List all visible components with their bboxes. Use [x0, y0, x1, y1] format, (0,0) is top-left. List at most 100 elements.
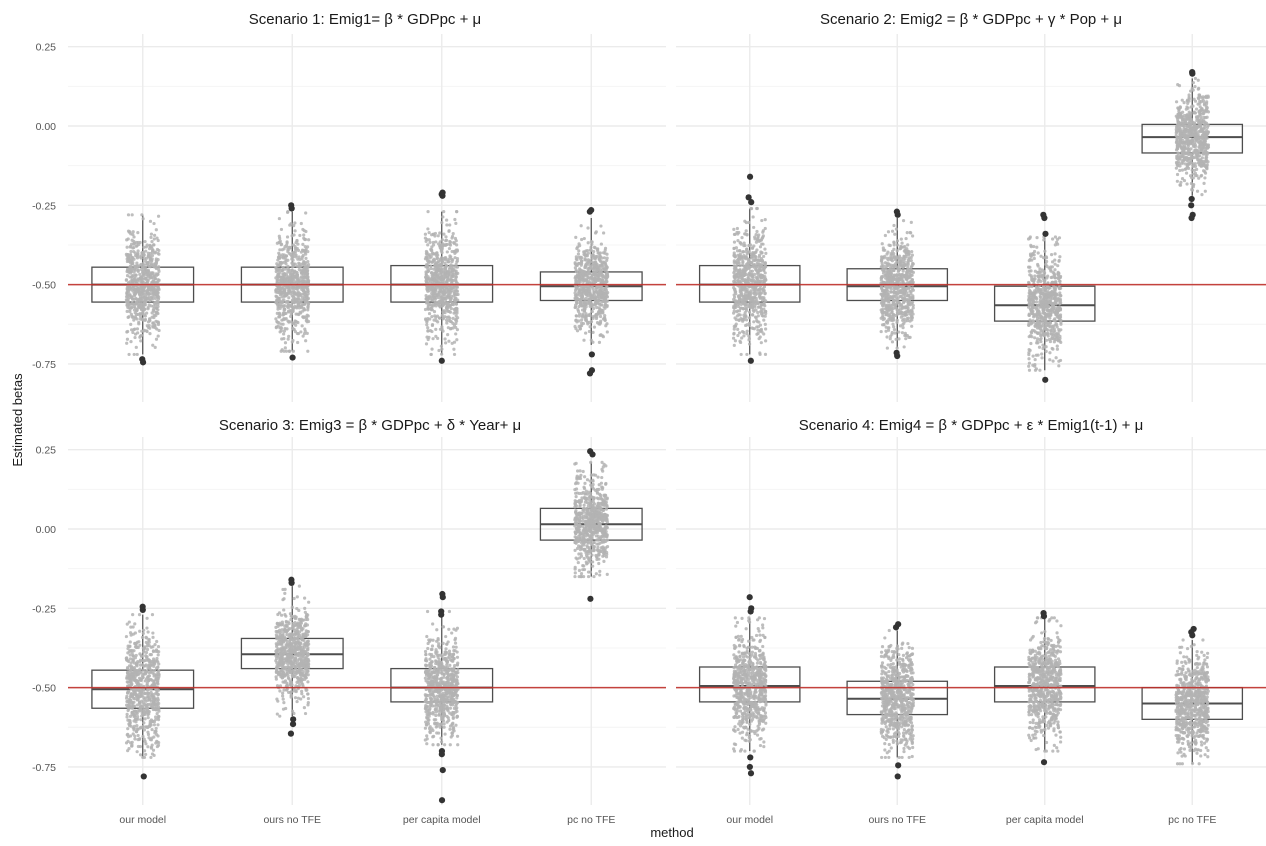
jitter-point [900, 260, 903, 263]
jitter-point [455, 249, 458, 252]
jitter-point [445, 321, 448, 324]
jitter-point [291, 310, 294, 313]
jitter-point [130, 328, 133, 331]
jitter-point [752, 215, 755, 218]
jitter-point [735, 318, 738, 321]
jitter-point [1039, 292, 1042, 295]
jitter-point [1032, 293, 1035, 296]
jitter-point [442, 295, 445, 298]
jitter-point [292, 278, 295, 281]
jitter-point [910, 315, 913, 318]
jitter-point [446, 277, 449, 280]
jitter-point [126, 330, 129, 333]
jitter-point [291, 255, 294, 258]
jitter-point [297, 262, 300, 265]
jitter-point [440, 248, 443, 251]
jitter-point [575, 258, 578, 261]
jitter-point [584, 315, 587, 318]
jitter-point [280, 326, 283, 329]
jitter-point [597, 251, 600, 254]
jitter-point [295, 274, 298, 277]
outlier-point [289, 354, 295, 360]
jitter-point [1042, 238, 1045, 241]
jitter-point [1202, 152, 1205, 155]
jitter-point [580, 318, 583, 321]
jitter-point [140, 256, 143, 259]
jitter-point [284, 278, 287, 281]
jitter-point [294, 255, 297, 258]
jitter-point [575, 255, 578, 258]
jitter-point [1049, 265, 1052, 268]
jitter-point [892, 325, 895, 328]
jitter-point [442, 277, 445, 280]
jitter-point [591, 341, 594, 344]
jitter-point [437, 349, 440, 352]
jitter-point [1042, 279, 1045, 282]
jitter-point [131, 213, 134, 216]
jitter-point [586, 261, 589, 264]
jitter-point [302, 276, 305, 279]
jitter-point [287, 321, 290, 324]
jitter-point [453, 218, 456, 221]
jitter-point [144, 266, 147, 269]
jitter-point [1054, 311, 1057, 314]
jitter-point [431, 324, 434, 327]
jitter-point [734, 292, 737, 295]
jitter-point [145, 330, 148, 333]
jitter-point [591, 273, 594, 276]
jitter-point [757, 306, 760, 309]
jitter-point [284, 268, 287, 271]
jitter-point [290, 303, 293, 306]
jitter-point [885, 257, 888, 260]
jitter-point [585, 274, 588, 277]
jitter-point [602, 335, 605, 338]
jitter-point [444, 244, 447, 247]
jitter-point [1055, 356, 1058, 359]
jitter-point [298, 234, 301, 237]
jitter-point [152, 307, 155, 310]
jitter-point [1058, 236, 1061, 239]
jitter-point [306, 288, 309, 291]
jitter-point [1185, 182, 1188, 185]
jitter-point [1175, 100, 1178, 103]
jitter-point [744, 295, 747, 298]
jitter-point [891, 303, 894, 306]
jitter-point [755, 316, 758, 319]
jitter-point [750, 207, 753, 210]
jitter-point [1035, 286, 1038, 289]
jitter-point [157, 215, 160, 218]
jitter-point [583, 304, 586, 307]
jitter-point [442, 311, 445, 314]
jitter-point [430, 353, 433, 356]
jitter-point [885, 252, 888, 255]
jitter-point [896, 346, 899, 349]
jitter-point [901, 319, 904, 322]
jitter-point [1195, 107, 1198, 110]
jitter-point [301, 324, 304, 327]
jitter-point [591, 331, 594, 334]
jitter-point [732, 332, 735, 335]
jitter-point [751, 247, 754, 250]
jitter-point [605, 280, 608, 283]
jitter-point [1041, 311, 1044, 314]
jitter-point [288, 277, 291, 280]
jitter-point [441, 330, 444, 333]
jitter-point [903, 287, 906, 290]
jitter-point [125, 279, 128, 282]
jitter-point [587, 241, 590, 244]
jitter-point [155, 301, 158, 304]
jitter-point [438, 244, 441, 247]
jitter-point [1196, 190, 1199, 193]
jitter-point [282, 332, 285, 335]
jitter-point [1045, 265, 1048, 268]
jitter-point [444, 273, 447, 276]
jitter-point [301, 280, 304, 283]
jitter-point [753, 236, 756, 239]
jitter-point [893, 290, 896, 293]
jitter-point [426, 265, 429, 268]
jitter-point [1047, 334, 1050, 337]
jitter-point [744, 255, 747, 258]
jitter-point [902, 219, 905, 222]
jitter-point [1030, 278, 1033, 281]
jitter-point [302, 307, 305, 310]
